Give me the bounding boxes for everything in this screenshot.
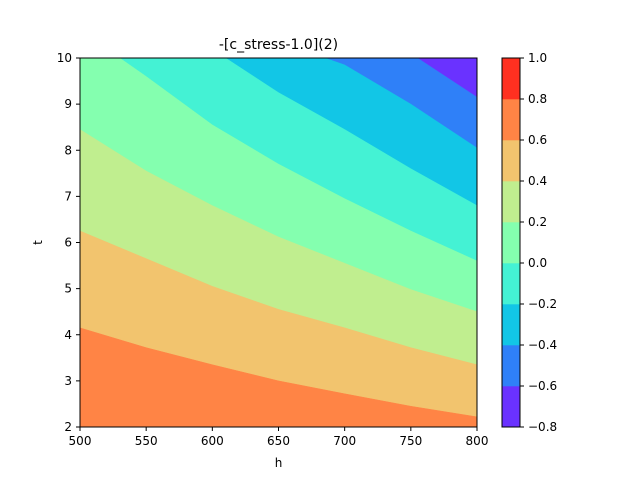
colorbar-tick-label: −0.8	[528, 420, 557, 434]
colorbar-band	[502, 304, 520, 346]
colorbar-band	[502, 386, 520, 428]
y-tick-label: 7	[64, 189, 72, 203]
x-tick-label: 500	[69, 434, 92, 448]
y-tick-label: 9	[64, 97, 72, 111]
x-tick-label: 800	[466, 434, 489, 448]
x-tick-label: 750	[399, 434, 422, 448]
x-tick-label: 650	[267, 434, 290, 448]
colorbar-tick-label: 0.6	[528, 133, 547, 147]
colorbar: −0.8 −0.6 −0.4 −0.2 0.0 0.2 0.4 0.6 0.8 1.0	[501, 51, 557, 434]
x-tick-label: 550	[135, 434, 158, 448]
colorbar-tick-label: −0.6	[528, 379, 557, 393]
plot-area	[80, 58, 477, 427]
x-tick-label: 700	[333, 434, 356, 448]
colorbar-tick-label: −0.2	[528, 297, 557, 311]
colorbar-band	[502, 345, 520, 387]
y-tick-label: 8	[64, 143, 72, 157]
chart-title: -[c_stress-1.0](2)	[219, 37, 338, 53]
y-tick-label: 4	[64, 328, 72, 342]
x-axis-label: h	[275, 456, 283, 470]
colorbar-band	[502, 140, 520, 182]
colorbar-band	[502, 263, 520, 305]
colorbar-band	[502, 181, 520, 223]
colorbar-band	[502, 222, 520, 264]
colorbar-tick-label: 0.0	[528, 256, 547, 270]
colorbar-tick-label: 0.4	[528, 174, 547, 188]
y-tick-label: 10	[57, 51, 72, 65]
x-axis: 500 550 600 650 700 750 800	[69, 427, 489, 448]
x-tick-label: 600	[201, 434, 224, 448]
colorbar-frame	[501, 57, 521, 428]
y-tick-label: 6	[64, 236, 72, 250]
colorbar-tick-label: 0.2	[528, 215, 547, 229]
contour-band	[80, 327, 477, 427]
y-tick-label: 5	[64, 282, 72, 296]
y-axis: 2 3 4 5 6 7 8 9 10	[57, 51, 80, 434]
y-axis-label: t	[31, 240, 45, 245]
colorbar-tick-label: −0.4	[528, 338, 557, 352]
colorbar-tick-label: 0.8	[528, 92, 547, 106]
colorbar-tick-label: 1.0	[528, 51, 547, 65]
y-tick-label: 3	[64, 374, 72, 388]
colorbar-band	[502, 99, 520, 141]
colorbar-band	[502, 58, 520, 100]
y-tick-label: 2	[64, 420, 72, 434]
